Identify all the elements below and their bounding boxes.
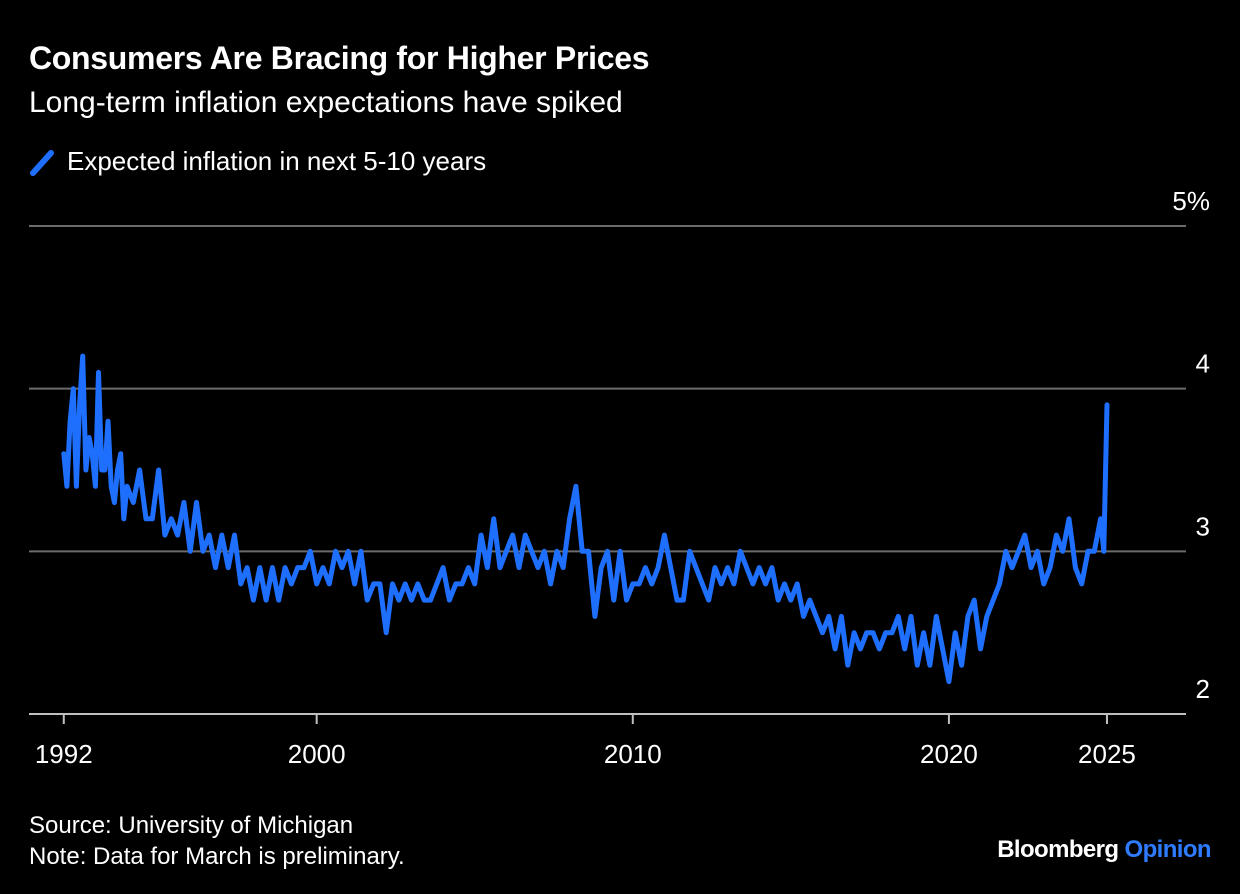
y-axis-tick-labels: 2 3 4 5%: [1172, 186, 1210, 704]
brand-main: Bloomberg: [997, 836, 1119, 863]
legend-label: Expected inflation in next 5-10 years: [67, 146, 487, 176]
gridlines: [29, 225, 1186, 553]
x-tick-label: 2010: [604, 739, 662, 769]
x-tick-label: 2025: [1078, 739, 1136, 769]
y-tick-label: 2: [1196, 674, 1210, 704]
chart-title: Consumers Are Bracing for Higher Prices: [29, 40, 650, 76]
y-tick-label: 5%: [1172, 186, 1210, 216]
series-line-0: [61, 353, 1110, 684]
legend-swatch-icon: [30, 149, 54, 176]
brand-accent: Opinion: [1124, 836, 1212, 863]
chart-subtitle: Long-term inflation expectations have sp…: [29, 86, 623, 119]
x-axis: 1992 2000 2010 2020 2025: [29, 713, 1186, 769]
y-tick-label: 3: [1196, 511, 1210, 541]
brand-logo: Bloomberg Opinion: [997, 836, 1211, 864]
x-tick-label: 2000: [288, 739, 346, 769]
x-tick-label: 2020: [920, 739, 978, 769]
source-note: Source: University of Michigan: [29, 812, 354, 839]
x-tick-label: 1992: [35, 739, 93, 769]
footnote: Note: Data for March is preliminary.: [29, 843, 405, 870]
series-layer: [61, 353, 1110, 684]
y-tick-label: 4: [1196, 349, 1210, 379]
legend: Expected inflation in next 5-10 years: [29, 146, 486, 177]
